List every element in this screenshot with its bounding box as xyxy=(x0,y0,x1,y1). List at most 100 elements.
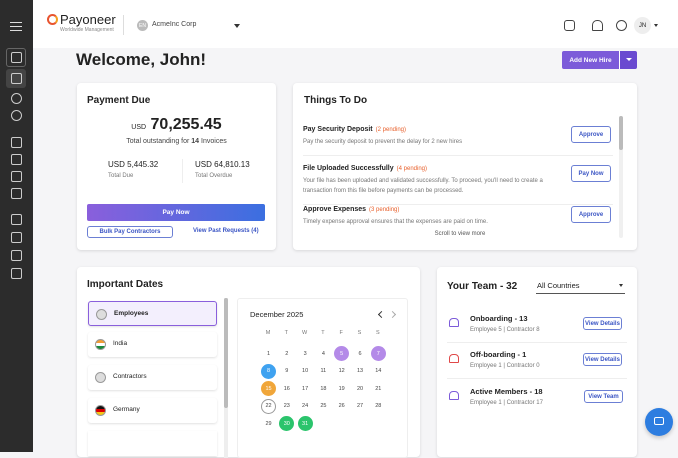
weekday: S xyxy=(375,330,380,336)
todo-action[interactable]: Approve xyxy=(571,206,611,223)
prev-month[interactable] xyxy=(377,310,386,319)
nav-icon[interactable] xyxy=(11,154,22,165)
day[interactable]: 12 xyxy=(338,368,345,375)
nav-icon[interactable] xyxy=(11,73,22,84)
day[interactable]: 31 xyxy=(297,416,313,432)
separator xyxy=(447,342,627,343)
day[interactable]: 14 xyxy=(375,368,382,375)
scroll-hint: Scroll to view more xyxy=(434,231,486,237)
day[interactable]: 7 xyxy=(370,346,386,361)
weekday: T xyxy=(321,330,325,336)
day[interactable]: 26 xyxy=(338,403,345,410)
help-icon[interactable] xyxy=(564,20,575,31)
outstanding-prefix: Total outstanding for xyxy=(126,138,190,145)
nav-icon[interactable] xyxy=(11,250,22,261)
add-hire-caret[interactable] xyxy=(619,51,637,69)
card-title: Your Team - 32 xyxy=(447,281,518,292)
day[interactable]: 13 xyxy=(356,368,364,375)
flag xyxy=(96,309,107,320)
day[interactable]: 25 xyxy=(320,403,327,410)
chat-button[interactable] xyxy=(645,408,673,436)
group-label: Germany xyxy=(113,406,140,413)
group-label: Contractors xyxy=(113,373,147,380)
weekday: M xyxy=(265,330,271,336)
menu-icon[interactable] xyxy=(10,22,22,31)
nav-icon[interactable] xyxy=(11,214,22,225)
total-due-label: Total Due xyxy=(108,173,134,179)
team-detail: Employee 1 | Contractor 0 xyxy=(470,363,540,369)
nav-icon[interactable] xyxy=(11,110,22,121)
day[interactable]: 16 xyxy=(283,385,290,392)
day[interactable]: 17 xyxy=(302,385,309,392)
day[interactable]: 11 xyxy=(320,368,327,375)
todo-action[interactable]: Approve xyxy=(571,126,611,143)
date-group[interactable]: Employees xyxy=(88,301,217,326)
team-action[interactable]: View Details xyxy=(583,353,622,366)
day[interactable]: 3 xyxy=(303,350,307,357)
next-month[interactable] xyxy=(388,310,397,319)
day[interactable]: 19 xyxy=(338,385,345,392)
day[interactable]: 6 xyxy=(358,350,362,357)
day[interactable]: 10 xyxy=(302,368,309,375)
day[interactable]: 28 xyxy=(375,403,382,410)
day[interactable]: 5 xyxy=(334,346,350,361)
team-action[interactable]: View Team xyxy=(584,390,623,403)
settings-icon[interactable] xyxy=(616,20,627,31)
day[interactable]: 27 xyxy=(356,403,364,410)
filter-label: All Countries xyxy=(537,281,580,290)
date-group[interactable]: Contractors xyxy=(88,365,217,390)
divider xyxy=(123,15,124,35)
nav-icon[interactable] xyxy=(11,137,22,148)
day[interactable]: 9 xyxy=(285,368,289,375)
day[interactable]: 18 xyxy=(320,385,327,392)
caret[interactable] xyxy=(654,24,658,29)
nav-icon[interactable] xyxy=(11,232,22,243)
todo-description: Pay the security deposit to prevent the … xyxy=(303,139,463,145)
day[interactable]: 24 xyxy=(302,403,309,410)
nav-icon[interactable] xyxy=(11,188,22,199)
top-bar: Payoneer Worldwide Management EN AcmeInc… xyxy=(33,0,678,48)
day[interactable]: 22 xyxy=(261,398,276,414)
todo-description: Your file has been uploaded and validate… xyxy=(303,178,543,194)
total-due: USD 5,445.32 xyxy=(108,160,159,169)
team-group: Off-boarding - 1 xyxy=(470,350,527,359)
day[interactable]: 8 xyxy=(261,363,276,379)
add-hire-button[interactable]: Add New Hire xyxy=(562,51,619,69)
past-requests-link[interactable]: View Past Requests (4) xyxy=(193,228,259,234)
day[interactable]: 20 xyxy=(356,385,364,392)
date-group[interactable]: Germany xyxy=(88,398,217,423)
bulk-pay-button[interactable]: Bulk Pay Contractors xyxy=(87,226,173,238)
scrollbar xyxy=(619,116,623,238)
nav-icon[interactable] xyxy=(11,93,22,104)
separator xyxy=(303,204,613,205)
separator xyxy=(303,155,613,156)
account-avatar: EN xyxy=(137,20,148,31)
day[interactable]: 1 xyxy=(266,350,271,357)
day[interactable]: 23 xyxy=(283,403,290,410)
pay-now-button[interactable]: Pay Now xyxy=(87,204,265,221)
flag xyxy=(95,372,106,383)
user-avatar[interactable]: JN xyxy=(634,17,651,34)
amount: USD 70,255.45 xyxy=(77,116,276,134)
nav-icon[interactable] xyxy=(11,268,22,279)
team-action[interactable]: View Details xyxy=(583,317,622,330)
caret[interactable] xyxy=(234,24,240,31)
day[interactable]: 29 xyxy=(265,420,272,427)
day[interactable]: 21 xyxy=(375,385,382,392)
country-filter[interactable]: All Countries xyxy=(536,279,625,294)
separator xyxy=(447,378,627,379)
day[interactable]: 15 xyxy=(261,381,276,397)
sidebar xyxy=(0,0,33,452)
day[interactable]: 30 xyxy=(279,416,295,432)
day[interactable]: 4 xyxy=(321,350,325,357)
date-group[interactable]: India xyxy=(88,332,217,357)
todo-action[interactable]: Pay Now xyxy=(571,165,611,182)
nav-icon[interactable] xyxy=(11,52,22,63)
team-group: Onboarding - 13 xyxy=(470,314,528,323)
day[interactable]: 2 xyxy=(285,350,289,357)
nav-icon[interactable] xyxy=(11,171,22,182)
account-name[interactable]: AcmeInc Corp xyxy=(152,21,197,28)
bell-icon[interactable] xyxy=(592,20,603,31)
